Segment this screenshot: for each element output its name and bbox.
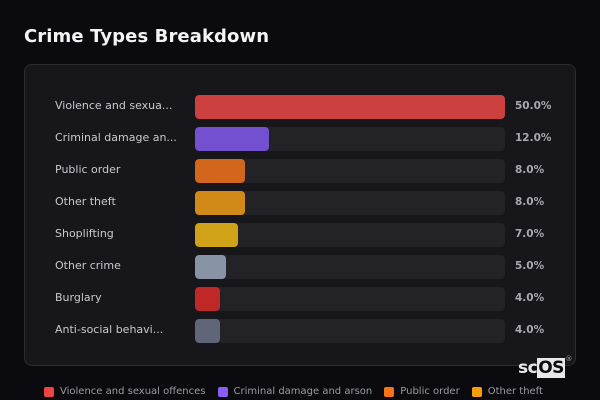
- chart-panel: Violence and sexua... 50.0% Criminal damag…: [24, 64, 576, 366]
- bar-track: [195, 223, 505, 247]
- bar-row[interactable]: Public order 8.0%: [25, 159, 575, 183]
- bar-track: [195, 159, 505, 183]
- registered-icon: ®: [565, 355, 572, 363]
- bar-row[interactable]: Anti-social behavi... 4.0%: [25, 319, 575, 343]
- bar-fill[interactable]: [195, 255, 226, 279]
- legend-item[interactable]: Public order: [384, 386, 460, 397]
- bar-fill[interactable]: [195, 95, 505, 119]
- bar-label: Other theft: [55, 195, 116, 208]
- legend-swatch-icon: [471, 386, 482, 397]
- bar-fill[interactable]: [195, 159, 245, 183]
- bar-label: Public order: [55, 163, 121, 176]
- bar-label: Criminal damage an...: [55, 131, 177, 144]
- bar-value: 4.0%: [515, 292, 545, 304]
- legend-swatch-icon: [217, 386, 228, 397]
- legend-label: Criminal damage and arson: [233, 386, 373, 397]
- legend-label: Public order: [400, 386, 460, 397]
- bar-label: Anti-social behavi...: [55, 323, 164, 336]
- bar-label: Violence and sexua...: [55, 99, 173, 112]
- legend-label: Other theft: [487, 386, 543, 397]
- bar-value: 12.0%: [515, 132, 552, 144]
- bar-value: 5.0%: [515, 260, 545, 272]
- bar-track: [195, 191, 505, 215]
- bar-track: [195, 287, 505, 311]
- bar-row[interactable]: Criminal damage an... 12.0%: [25, 127, 575, 151]
- bar-track: [195, 95, 505, 119]
- bar-value: 8.0%: [515, 164, 545, 176]
- watermark-sc: sc: [518, 358, 538, 378]
- legend-label: Violence and sexual offences: [60, 386, 206, 397]
- bar-row[interactable]: Other theft 8.0%: [25, 191, 575, 215]
- legend-item[interactable]: Other theft: [471, 386, 543, 397]
- watermark-os: OS: [537, 358, 565, 378]
- bar-value: 8.0%: [515, 196, 545, 208]
- chart-legend: Violence and sexual offences Criminal dam…: [44, 386, 543, 397]
- chart-title: Crime Types Breakdown: [24, 26, 270, 47]
- legend-item[interactable]: Violence and sexual offences: [44, 386, 206, 397]
- bar-fill[interactable]: [195, 287, 220, 311]
- bar-fill[interactable]: [195, 319, 220, 343]
- legend-swatch-icon: [44, 386, 54, 397]
- bar-label: Other crime: [55, 259, 121, 272]
- bar-row[interactable]: Other crime 5.0%: [25, 255, 575, 279]
- bar-label: Shoplifting: [55, 227, 114, 240]
- bar-fill[interactable]: [195, 191, 245, 215]
- bar-value: 7.0%: [515, 228, 545, 240]
- bar-fill[interactable]: [195, 223, 239, 247]
- bar-value: 50.0%: [515, 100, 552, 112]
- bar-label: Burglary: [55, 291, 102, 304]
- brand-watermark: scOS ®: [518, 355, 572, 378]
- bar-track: [195, 255, 505, 279]
- bar-fill[interactable]: [195, 127, 270, 151]
- bar-row[interactable]: Shoplifting 7.0%: [25, 223, 575, 247]
- bar-row[interactable]: Burglary 4.0%: [25, 287, 575, 311]
- bar-track: [195, 127, 505, 151]
- legend-swatch-icon: [384, 386, 395, 397]
- bar-track: [195, 319, 505, 343]
- bar-row[interactable]: Violence and sexua... 50.0%: [25, 95, 575, 119]
- bar-value: 4.0%: [515, 324, 545, 336]
- legend-item[interactable]: Criminal damage and arson: [217, 386, 373, 397]
